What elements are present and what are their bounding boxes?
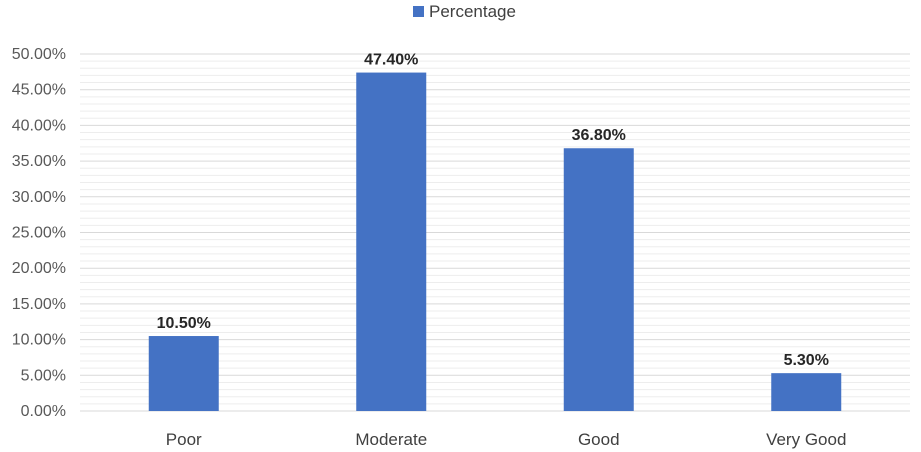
category-label: Good [578,430,620,449]
y-tick-label: 45.00% [12,82,66,99]
y-tick-label: 30.00% [12,189,66,206]
bar [771,373,842,411]
bar-value-label: 10.50% [157,315,211,332]
category-label: Poor [166,430,202,449]
y-tick-label: 40.00% [12,117,66,134]
y-tick-label: 10.00% [12,332,66,349]
y-axis-ticks: 0.00% 5.00% 10.00% 15.00% 20.00% 25.00% 30.00%… [12,46,66,420]
y-tick-label: 25.00% [12,225,66,242]
bar-value-label: 36.80% [572,127,626,144]
y-tick-label: 35.00% [12,153,66,170]
legend-swatch [413,6,424,17]
bar [148,336,219,411]
y-tick-label: 50.00% [12,46,66,63]
bar-value-label: 5.30% [784,352,829,369]
bars [148,72,842,412]
y-tick-label: 15.00% [12,296,66,313]
legend-label: Percentage [429,2,516,21]
category-label: Moderate [355,430,427,449]
bar [563,148,634,412]
category-label: Very Good [766,430,846,449]
y-tick-label: 5.00% [21,367,66,384]
bar [356,72,427,412]
data-labels: 10.50% 47.40% 36.80% 5.30% [157,52,829,370]
legend: Percentage [413,2,516,21]
y-tick-label: 0.00% [21,403,66,420]
x-axis-categories: Poor Moderate Good Very Good [166,430,847,449]
bar-value-label: 47.40% [364,52,418,69]
y-tick-label: 20.00% [12,260,66,277]
